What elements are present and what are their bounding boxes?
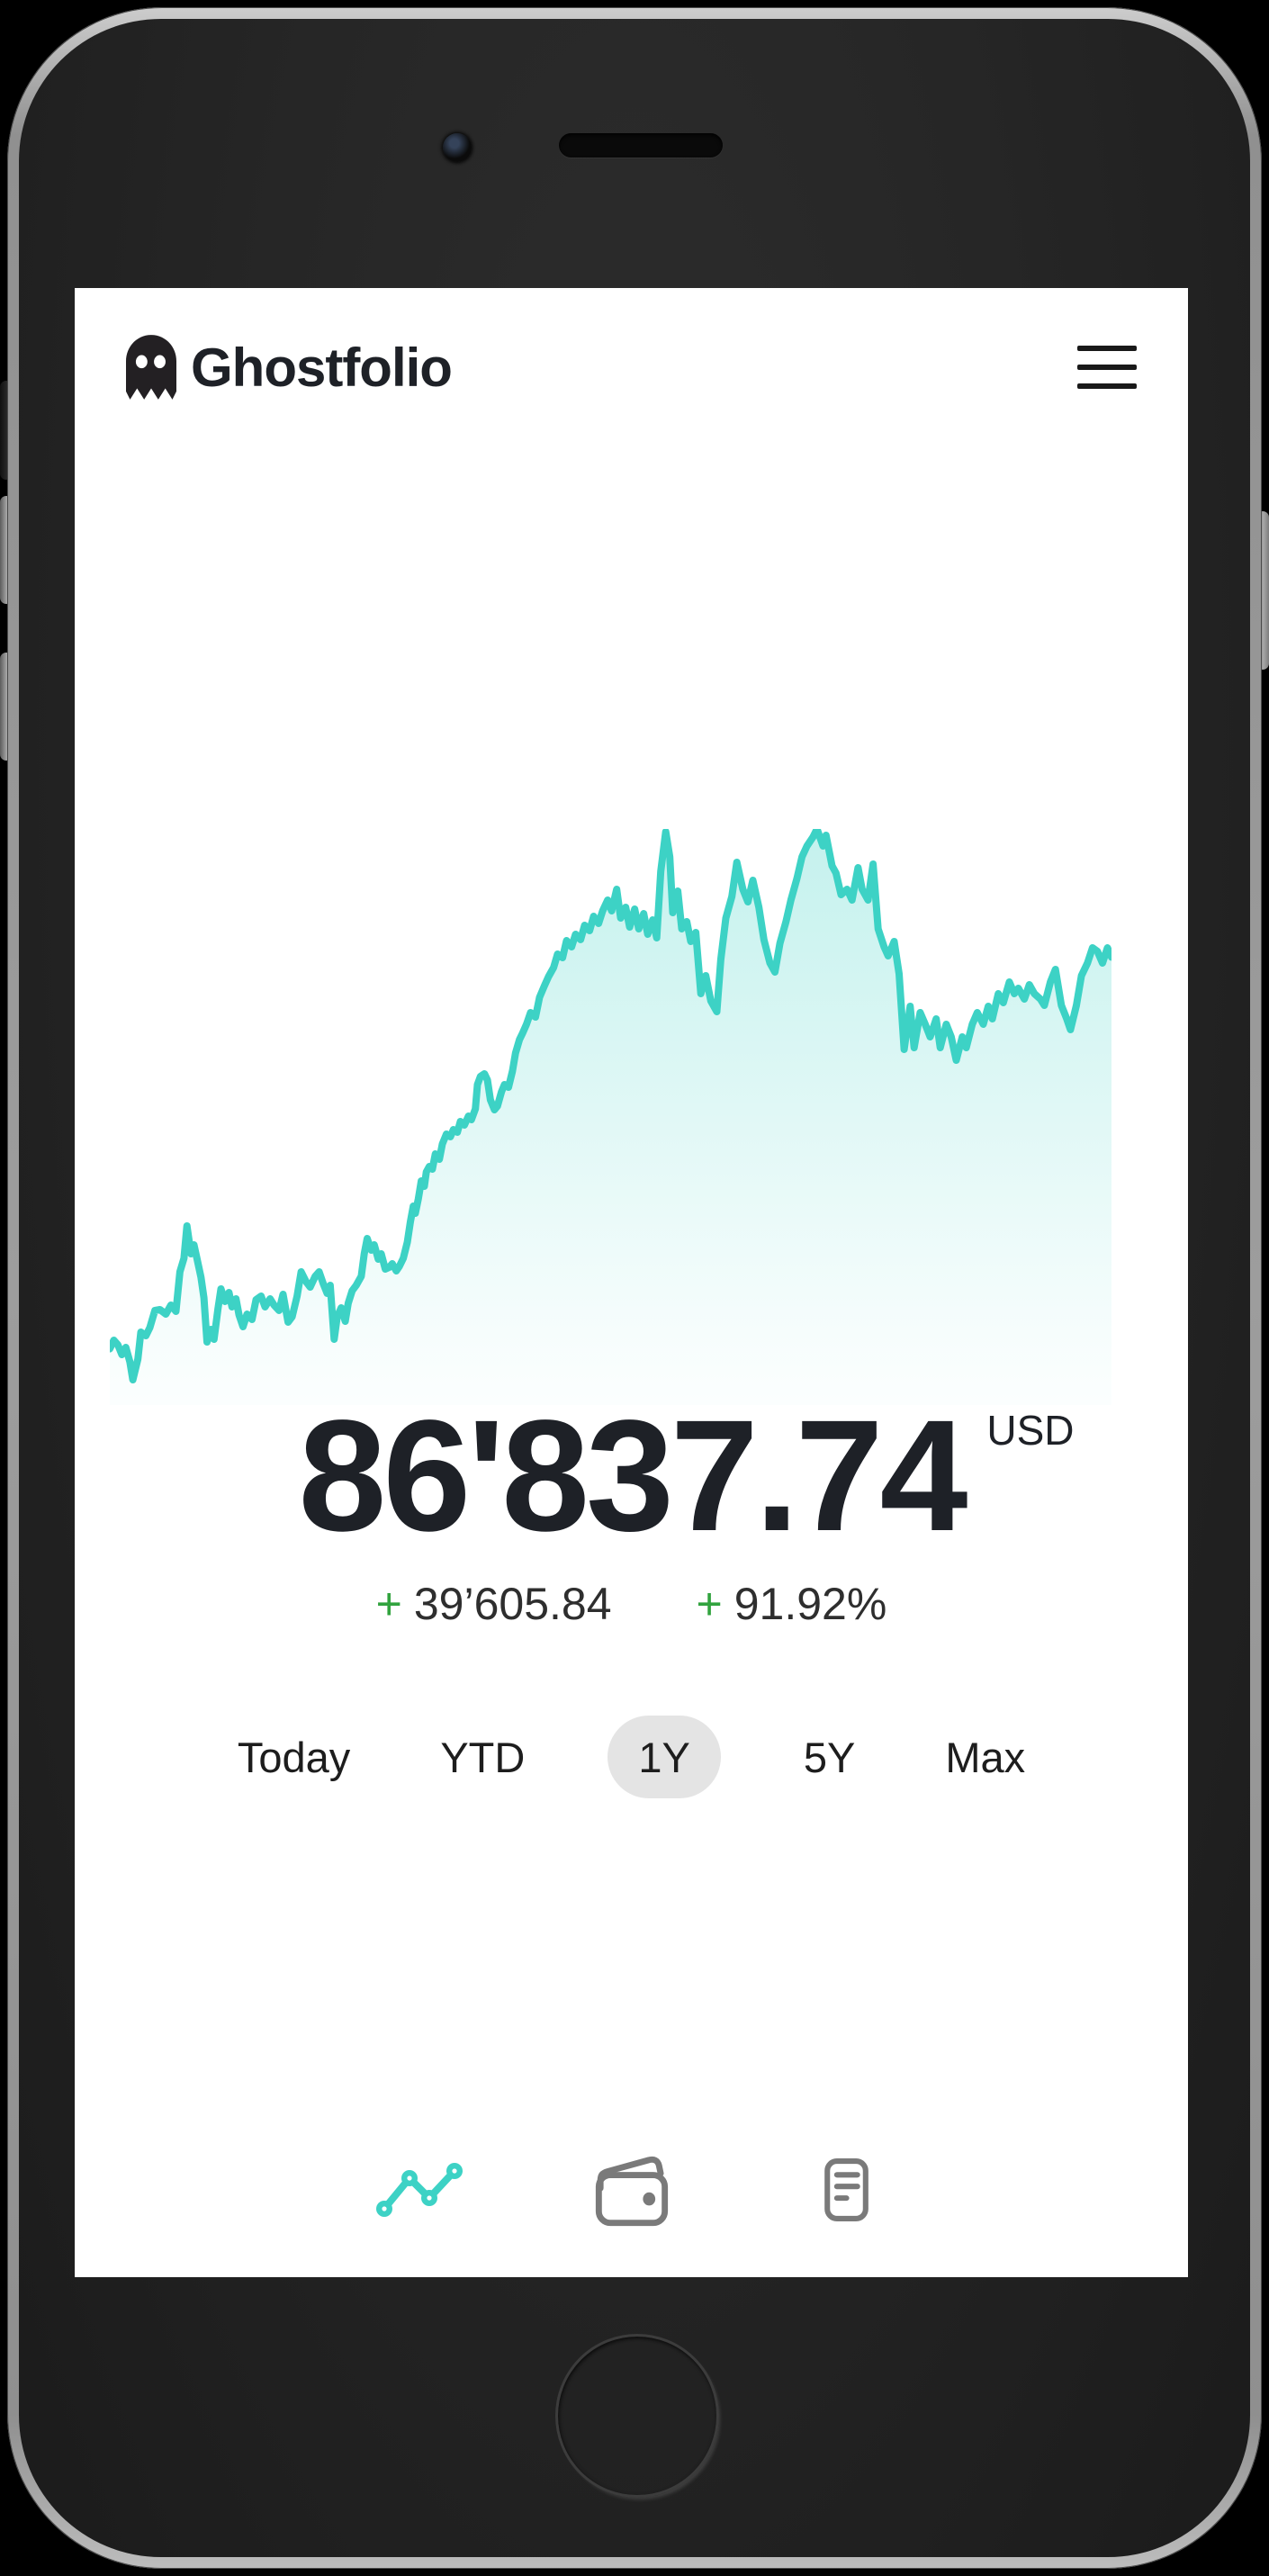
home-button [555,2334,719,2498]
range-button-5y[interactable]: 5Y [796,1716,863,1798]
report-icon [824,2158,868,2221]
nav-item-reports[interactable] [791,2140,899,2239]
chart-area-fill [110,829,1112,1405]
bottom-nav [364,2140,899,2239]
wallet-icon [595,2156,669,2227]
ghost-logo-icon [126,335,176,400]
app-header: Ghostfolio [126,322,1137,412]
range-button-today[interactable]: Today [230,1716,357,1798]
change-absolute-value: 39’605.84 [413,1579,612,1629]
change-row: + 39’605.84 + 91.92% [75,1578,1188,1630]
phone-face: Ghostfolio [19,19,1250,2557]
portfolio-value: 86'837.74 [298,1388,968,1564]
chart-line [110,829,1112,1383]
brand: Ghostfolio [126,334,453,401]
plus-icon: + [696,1579,723,1629]
change-percent: + 91.92% [697,1578,887,1630]
app-screen: Ghostfolio [75,288,1188,2277]
portfolio-value-row: 86'837.74 USD [75,1397,1188,1555]
change-percent-value: 91.92% [734,1579,887,1629]
performance-chart[interactable] [110,829,1112,1405]
menu-icon [1077,346,1137,351]
menu-button[interactable] [1077,346,1137,389]
plus-icon: + [375,1579,402,1629]
nav-item-performance[interactable] [364,2140,472,2239]
currency-label: USD [986,1407,1075,1454]
range-button-max[interactable]: Max [938,1716,1032,1798]
date-range-selector: Today YTD 1Y 5Y Max [75,1716,1188,1798]
phone-frame: Ghostfolio [7,7,1262,2569]
app-title: Ghostfolio [191,337,453,398]
front-camera [443,133,472,162]
line-chart-icon [376,2163,463,2217]
change-absolute: + 39’605.84 [376,1578,612,1630]
range-button-1y[interactable]: 1Y [608,1716,721,1798]
nav-item-wallet[interactable] [578,2140,686,2239]
range-button-ytd[interactable]: YTD [433,1716,532,1798]
earpiece-speaker [559,133,723,158]
